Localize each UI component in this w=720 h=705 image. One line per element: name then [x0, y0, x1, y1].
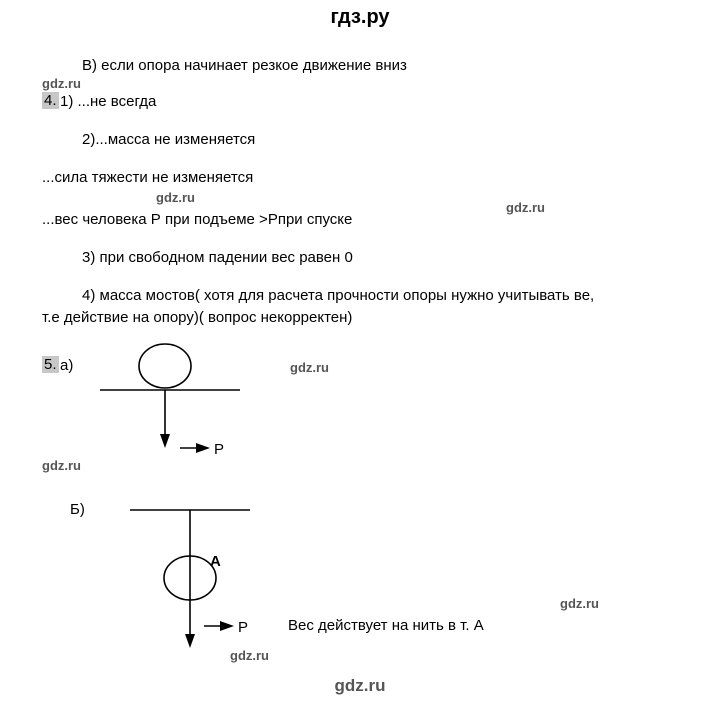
diagram-b-label-p: Р	[238, 618, 248, 638]
diagram-b-caption: Вес действует на нить в т. А	[288, 616, 484, 636]
answer-line-b: В) если опора начинает резкое движение в…	[82, 56, 407, 76]
q5-label-b: Б)	[70, 500, 85, 520]
diagram-b	[100, 498, 280, 658]
diagram-a	[90, 330, 270, 470]
watermark: gdz.ru	[42, 76, 81, 91]
q5-label-a: а)	[60, 356, 73, 376]
page-title: гдз.ру	[0, 6, 720, 29]
q4-part4-line2: т.е действие на опору)( вопрос некоррект…	[42, 308, 352, 328]
q4-part2: 2)...масса не изменяется	[82, 130, 255, 150]
q4-weight: ...вес человека Р при подъеме >Рпри спус…	[42, 210, 352, 230]
q4-part4-line1: 4) масса мостов( хотя для расчета прочно…	[82, 286, 594, 306]
page-footer: gdz.ru	[0, 676, 720, 696]
watermark: gdz.ru	[506, 200, 545, 215]
diagram-a-label-p: Р	[214, 440, 224, 460]
watermark: gdz.ru	[290, 360, 329, 375]
question-number-4: 4.	[42, 92, 59, 109]
q4-gravity: ...сила тяжести не изменяется	[42, 168, 253, 188]
question-number-5: 5.	[42, 356, 59, 373]
diagram-b-label-a: А	[210, 552, 221, 572]
q4-part3: 3) при свободном падении вес равен 0	[82, 248, 353, 268]
q4-part1: 1) ...не всегда	[60, 92, 156, 112]
watermark: gdz.ru	[42, 458, 81, 473]
watermark: gdz.ru	[560, 596, 599, 611]
watermark: gdz.ru	[156, 190, 195, 205]
watermark: gdz.ru	[230, 648, 269, 663]
